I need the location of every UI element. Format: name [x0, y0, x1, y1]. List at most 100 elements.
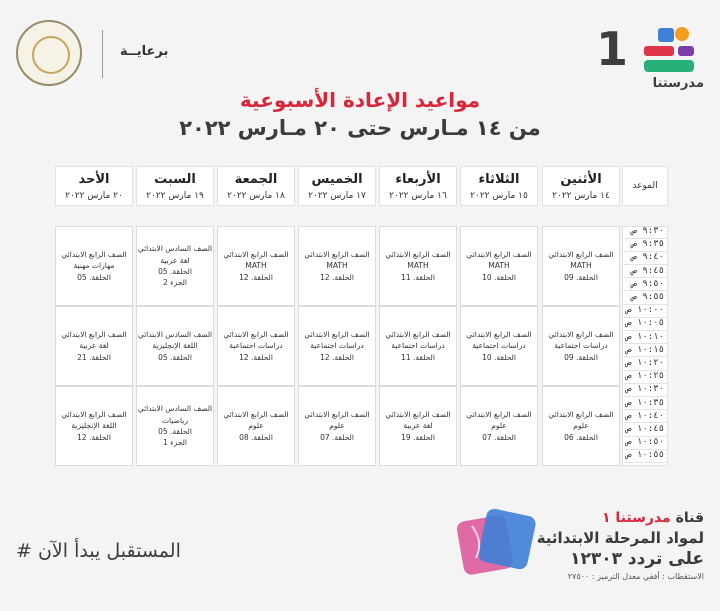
grade-label: الصف الرابع الابتدائي — [223, 249, 289, 259]
time-slot: ١٠:٥٠ ص — [622, 437, 668, 450]
channel-stage: لمواد المرحلة الابتدائية — [536, 529, 704, 547]
grade-label: الصف الرابع الابتدائي — [61, 249, 127, 259]
episode-label: الحلقة. 09 — [564, 272, 598, 282]
grade-label: الصف الرابع الابتدائي — [304, 409, 370, 419]
time-slot: ١٠:٤٠ ص — [622, 411, 668, 424]
time-slot: ١٠:٣٠ ص — [622, 384, 668, 397]
brand-name: مدرستنا — [652, 76, 704, 91]
slogan: # المستقبل يبدأ الآن — [16, 540, 181, 562]
episode-label: الحلقة. 05 — [158, 352, 192, 362]
day-header: الأثنين ١٤ مارس ٢٠٢٢ — [542, 166, 620, 206]
day-name: الجمعة — [234, 172, 278, 187]
subject-label: رياضيات — [162, 415, 188, 425]
time-column-header: الموعد — [622, 166, 668, 206]
grade-label: الصف الرابع الابتدائي — [466, 409, 532, 419]
episode-label: الحلقة. 12 — [77, 432, 111, 442]
schedule-cell: الصف الرابع الابتدائي مهارات مهنية الحلقة.… — [55, 226, 133, 306]
subject-label: MATH — [245, 261, 267, 271]
brand-logo: 1 مدرستنا — [590, 14, 710, 94]
grade-label: الصف السادس الابتدائي — [137, 404, 213, 414]
time-column — [622, 226, 668, 466]
day-date: ٢٠ مارس ٢٠٢٢ — [65, 191, 123, 201]
subject-label: علوم — [491, 421, 507, 431]
day-date: ١٦ مارس ٢٠٢٢ — [389, 191, 447, 201]
subject-label: MATH — [570, 261, 592, 271]
grade-label: الصف الرابع الابتدائي — [304, 329, 370, 339]
grade-label: الصف الرابع الابتدائي — [61, 409, 127, 419]
episode-label: الحلقة. 19 — [401, 432, 435, 442]
grade-label: الصف الرابع الابتدائي — [548, 329, 614, 339]
subject-label: علوم — [248, 421, 264, 431]
day-date: ١٧ مارس ٢٠٢٢ — [308, 191, 366, 201]
ministry-seal-icon — [16, 20, 82, 86]
time-slot: ٩:٣٠ ص — [622, 226, 668, 239]
schedule-cell: الصف الرابع الابتدائي دراسات اجتماعية الحل… — [542, 306, 620, 386]
subject-label: علوم — [573, 421, 589, 431]
day-header: الجمعة ١٨ مارس ٢٠٢٢ — [217, 166, 295, 206]
brand-number: 1 — [595, 22, 628, 76]
day-date: ١٩ مارس ٢٠٢٢ — [146, 191, 204, 201]
grade-label: الصف الرابع الابتدائي — [385, 409, 451, 419]
time-slot: ١٠:٠٠ ص — [622, 305, 668, 318]
subject-label: دراسات اجتماعية — [229, 341, 283, 351]
time-slot: ١٠:١٥ ص — [622, 345, 668, 358]
day-header: الثلاثاء ١٥ مارس ٢٠٢٢ — [460, 166, 538, 206]
episode-label: الحلقة. 11 — [401, 272, 435, 282]
episode-label: الحلقة. 12 — [320, 352, 354, 362]
ministry-block: برعايــة — [10, 20, 168, 90]
day-date: ١٨ مارس ٢٠٢٢ — [227, 191, 285, 201]
schedule-cell: الصف الرابع الابتدائي علوم الحلقة. 06 — [542, 386, 620, 466]
grade-label: الصف الرابع الابتدائي — [385, 249, 451, 259]
day-name: الخميس — [311, 172, 363, 187]
schedule-cell: الصف الرابع الابتدائي MATH الحلقة. 09 — [542, 226, 620, 306]
channel-frequency: على تردد ١٢٣٠٣ — [570, 549, 704, 569]
subject-label: اللغة الإنجليزية — [71, 421, 117, 431]
time-slot: ٩:٥٠ ص — [622, 279, 668, 292]
subject-label: MATH — [407, 261, 429, 271]
episode-label: الحلقة. 10 — [482, 352, 516, 362]
day-header: الأحد ٢٠ مارس ٢٠٢٢ — [55, 166, 133, 206]
episode-label: الحلقة. 12 — [320, 272, 354, 282]
day-name: السبت — [154, 172, 196, 187]
channel-info: قناة مدرستنا ١ لمواد المرحلة الابتدائية … — [504, 510, 704, 581]
page-title: مواعيد الإعادة الأسبوعية — [239, 88, 481, 112]
schedule-cell: الصف الرابع الابتدائي دراسات اجتماعية الحل… — [298, 306, 376, 386]
episode-label: الحلقة. 09 — [564, 352, 598, 362]
time-slot: ٩:٤٥ ص — [622, 266, 668, 279]
subject-label: دراسات اجتماعية — [554, 341, 608, 351]
day-header: الأربعاء ١٦ مارس ٢٠٢٢ — [379, 166, 457, 206]
schedule-cell: الصف الرابع الابتدائي علوم الحلقة. 08 — [217, 386, 295, 466]
channel-prefix: قناة — [675, 510, 704, 526]
subject-label: لغة عربية — [160, 255, 190, 265]
subject-label: لغة عربية — [79, 341, 109, 351]
episode-label: الحلقة. 05 — [77, 272, 111, 282]
episode-label: الحلقة. 06 — [564, 432, 598, 442]
episode-label: الجزء 2 — [162, 278, 188, 288]
subject-label: MATH — [488, 261, 510, 271]
schedule-cell: الصف الرابع الابتدائي دراسات اجتماعية الحل… — [217, 306, 295, 386]
grade-label: الصف الرابع الابتدائي — [466, 329, 532, 339]
schedule-cell: الصف الرابع الابتدائي دراسات اجتماعية الحل… — [460, 306, 538, 386]
schedule-cell: الصف الرابع الابتدائي اللغة الإنجليزية الح… — [55, 386, 133, 466]
channel-tech-info: الاستقطاب : أفقي معدل الترميز : ٢٧٥٠٠ — [567, 572, 704, 581]
grade-label: الصف السادس الابتدائي — [137, 244, 213, 254]
sponsor-label: برعايــة — [120, 44, 169, 59]
day-header: السبت ١٩ مارس ٢٠٢٢ — [136, 166, 214, 206]
satellite-dish-icon — [456, 508, 536, 575]
time-slot: ١٠:٥٥ ص — [622, 450, 668, 463]
schedule-cell: الصف السادس الابتدائي رياضيات الحلقة. 05 ال… — [136, 386, 214, 466]
episode-label: الحلقة. 11 — [401, 352, 435, 362]
day-name: الأربعاء — [395, 172, 441, 187]
subject-label: دراسات اجتماعية — [391, 341, 445, 351]
schedule-cell: الصف الرابع الابتدائي لغة عربية الحلقة. 19 — [379, 386, 457, 466]
madrasetna-blocks-icon — [644, 27, 694, 72]
schedule-cell: الصف الرابع الابتدائي MATH الحلقة. 10 — [460, 226, 538, 306]
schedule-cell: الصف السادس الابتدائي لغة عربية الحلقة. 05… — [136, 226, 214, 306]
channel-name: مدرستنا ١ — [602, 510, 671, 526]
grade-label: الصف السادس الابتدائي — [137, 329, 213, 339]
time-slot: ١٠:١٠ ص — [622, 332, 668, 345]
time-slot: ١٠:٢٥ ص — [622, 371, 668, 384]
subject-label: دراسات اجتماعية — [472, 341, 526, 351]
time-slot: ٩:٤٠ ص — [622, 252, 668, 265]
